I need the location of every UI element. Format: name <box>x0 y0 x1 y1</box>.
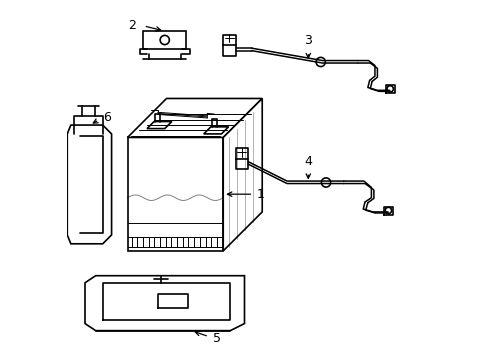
Text: 6: 6 <box>102 111 110 124</box>
Text: 3: 3 <box>304 34 312 47</box>
Text: 1: 1 <box>256 188 264 201</box>
Polygon shape <box>127 138 223 251</box>
Polygon shape <box>85 276 244 330</box>
Text: 4: 4 <box>304 154 312 168</box>
Polygon shape <box>147 122 171 129</box>
Polygon shape <box>223 99 262 251</box>
Polygon shape <box>127 99 262 138</box>
Text: 2: 2 <box>128 19 136 32</box>
Polygon shape <box>203 127 228 134</box>
Text: 5: 5 <box>212 332 220 345</box>
Polygon shape <box>143 31 185 49</box>
Polygon shape <box>67 125 111 244</box>
